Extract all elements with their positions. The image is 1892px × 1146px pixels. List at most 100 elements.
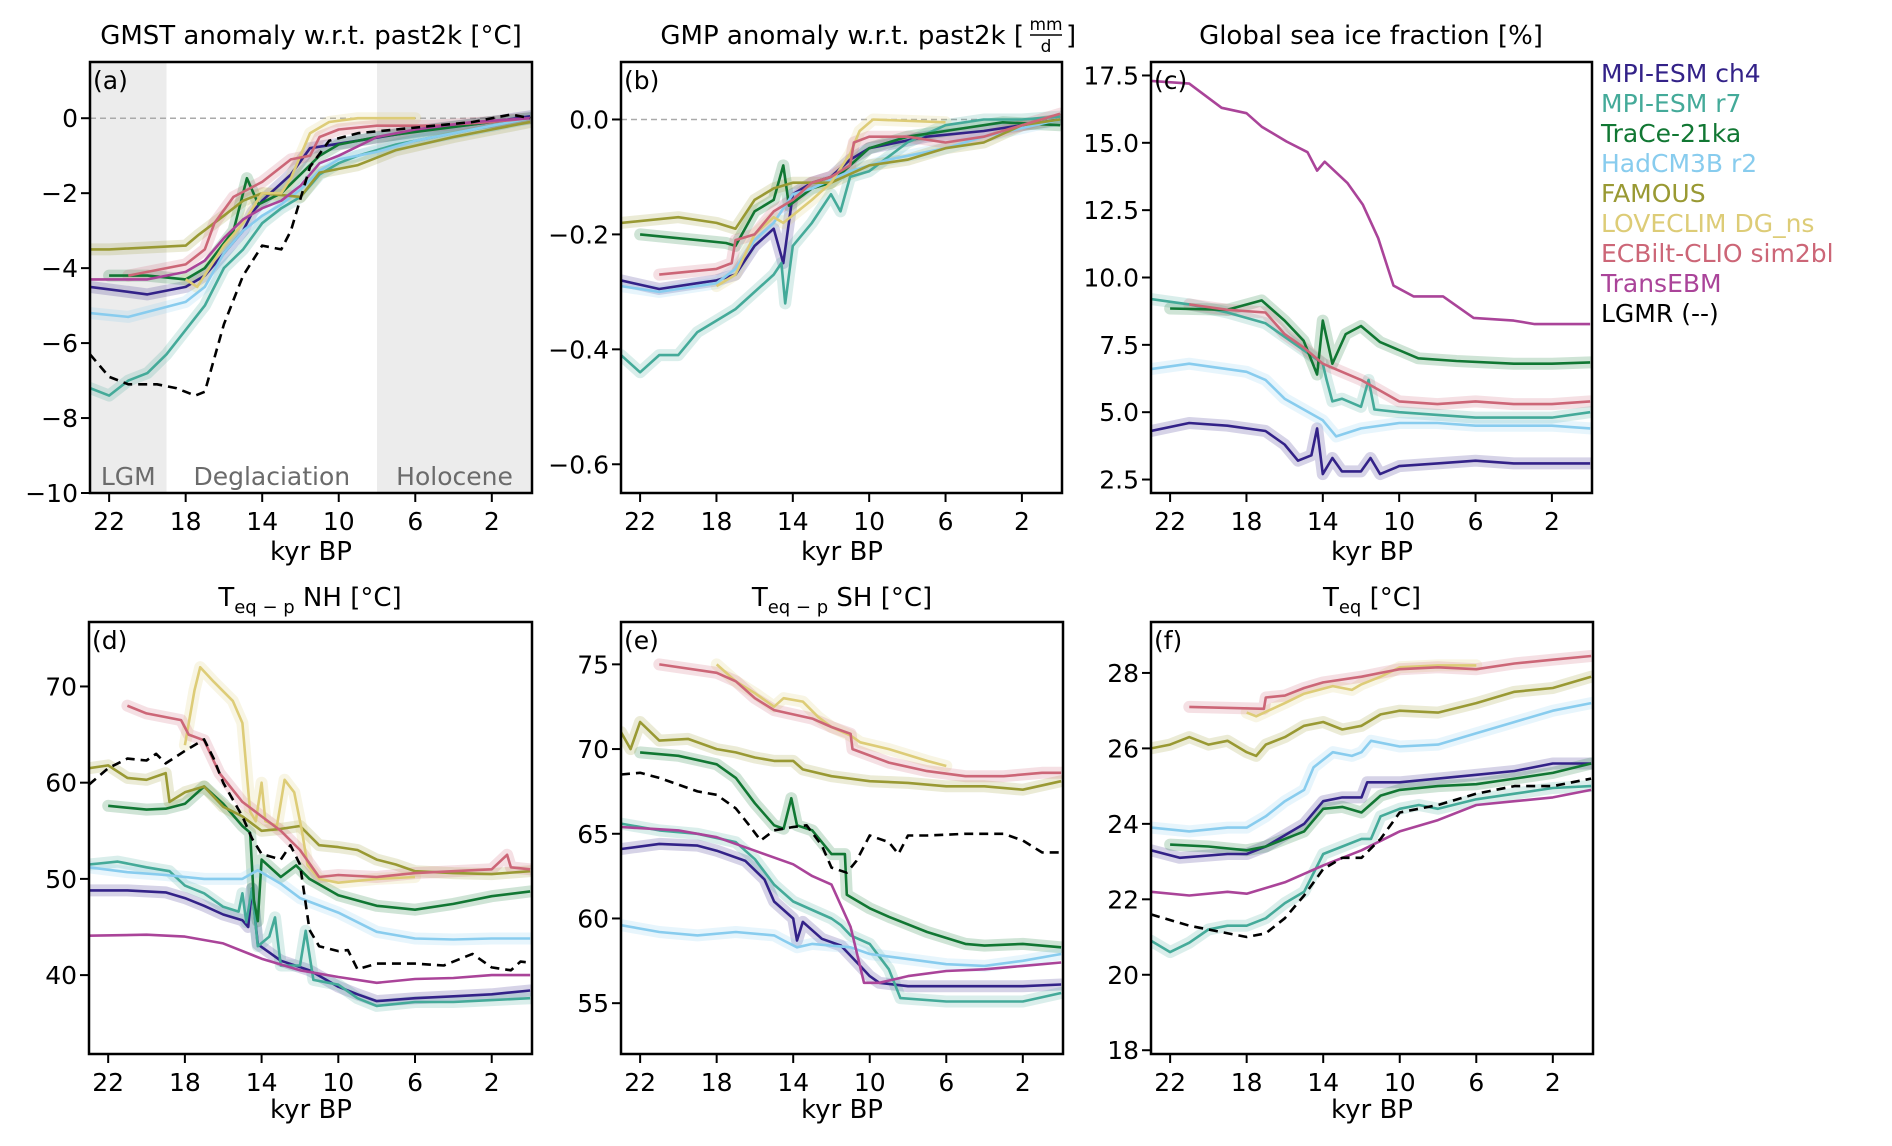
legend: MPI-ESM ch4 MPI-ESM r7 TraCe-21ka HadCM3… xyxy=(1600,59,1834,328)
x-tick-label: 22 xyxy=(624,1068,656,1097)
title-rest: SH [°C] xyxy=(828,583,932,613)
panel-f-title: Teq [°C] xyxy=(1322,583,1421,618)
panel-d-title: Teq − p NH [°C] xyxy=(217,583,401,618)
x-tick-label: 10 xyxy=(322,1068,354,1097)
x-tick-label: 14 xyxy=(246,507,278,536)
y-tick-label: 17.5 xyxy=(1083,61,1139,90)
panel-c-xlabel: kyr BP xyxy=(1331,537,1413,567)
panel-e: (e) 22 18 14 10 6 2 55 60 65 70 75 xyxy=(577,620,1065,1097)
x-tick-label: 2 xyxy=(484,507,500,536)
panel-label: (a) xyxy=(93,66,128,95)
x-tick-label: 18 xyxy=(169,1068,201,1097)
panel-label: (f) xyxy=(1154,626,1182,655)
legend-item-transebm: TransEBM xyxy=(1600,269,1722,298)
series-line-trace-21ka xyxy=(639,121,1061,248)
title-main: T xyxy=(1322,583,1339,613)
x-tick-label: 2 xyxy=(1544,507,1560,536)
x-tick-label: 6 xyxy=(1468,507,1484,536)
plot-frame xyxy=(619,60,1064,495)
series-line-hadcm3b-r2 xyxy=(89,866,531,941)
y-tick-label: 28 xyxy=(1107,659,1139,688)
legend-item-loveclim: LOVECLIM DG_ns xyxy=(1601,209,1814,238)
x-tick-label: 14 xyxy=(246,1068,278,1097)
x-tick-label: 22 xyxy=(1154,1068,1186,1097)
series-line-transebm xyxy=(1151,79,1591,326)
y-tick-label: 2.5 xyxy=(1099,466,1139,495)
panel-b-title-text: GMP anomaly w.r.t. past2k [ xyxy=(660,21,1024,51)
y-tick-label: 15.0 xyxy=(1083,129,1139,158)
y-tick-label: −2 xyxy=(41,179,78,208)
y-tick-label: 50 xyxy=(45,865,77,894)
x-tick-label: 6 xyxy=(938,1068,954,1097)
x-tick-label: 18 xyxy=(1231,507,1263,536)
series-line-mpi-esm-r7 xyxy=(1151,297,1591,419)
x-tick-label: 14 xyxy=(1307,1068,1339,1097)
panel-b: (b) 22 18 14 10 6 2 0.0 −0.2 −0.4 −0.6 xyxy=(548,60,1064,536)
series-line-loveclim-dg-ns xyxy=(184,116,416,289)
panel-a-title: GMST anomaly w.r.t. past2k [°C] xyxy=(100,21,522,51)
plot-frame xyxy=(1149,620,1595,1056)
x-tick-label: 18 xyxy=(170,507,202,536)
series-line-mpi-esm-ch4 xyxy=(621,118,1061,291)
panel-c: (c) 22 18 14 10 6 2 2.5 5.0 7.5 10.0 12.5 15.0 17.5 xyxy=(1083,60,1594,536)
title-subscript: eq − p xyxy=(768,597,828,618)
panel-f: (f) 22 18 14 10 6 2 18 20 22 24 26 28 xyxy=(1107,620,1595,1097)
title-main: T xyxy=(751,583,768,613)
plot-area xyxy=(621,658,1063,1008)
series-line-mpi-esm-ch4 xyxy=(621,842,1062,988)
y-tick-label: −0.6 xyxy=(548,450,609,479)
x-tick-label: 22 xyxy=(624,507,656,536)
title-subscript: eq − p xyxy=(234,597,294,618)
panel-b-title-unit-denominator: d xyxy=(1041,37,1052,57)
plot-frame xyxy=(87,620,534,1056)
series-line-ecbilt-clio-sim2bl xyxy=(126,704,531,879)
panel-c-title: Global sea ice fraction [%] xyxy=(1199,21,1543,51)
plot-frame xyxy=(619,620,1065,1056)
x-tick-label: 6 xyxy=(938,507,954,536)
x-tick-label: 10 xyxy=(1384,1068,1416,1097)
x-tick-label: 2 xyxy=(484,1068,500,1097)
y-tick-label: 60 xyxy=(577,904,609,933)
series-line-famous xyxy=(89,764,531,876)
y-tick-label: 70 xyxy=(45,672,77,701)
series-line-loveclim-dg-ns xyxy=(715,118,946,288)
x-tick-label: 22 xyxy=(93,507,125,536)
series-line-lgmr xyxy=(621,771,1062,875)
x-tick-label: 14 xyxy=(777,507,809,536)
plot-frame xyxy=(88,60,534,495)
y-tick-label: −4 xyxy=(41,254,78,283)
x-tick-label: 22 xyxy=(1154,507,1186,536)
panel-f-xlabel: kyr BP xyxy=(1331,1095,1413,1125)
panel-d-xlabel: kyr BP xyxy=(270,1095,352,1125)
y-tick-label: 24 xyxy=(1107,810,1139,839)
x-tick-label: 18 xyxy=(1231,1068,1263,1097)
series-line-trace-21ka xyxy=(1170,762,1592,852)
y-tick-label: −0.2 xyxy=(548,220,609,249)
legend-item-lgmr: LGMR (--) xyxy=(1601,299,1719,328)
panel-label: (b) xyxy=(624,66,659,95)
series-line-hadcm3b-r2 xyxy=(621,923,1062,968)
region-label-lgm: LGM xyxy=(101,462,156,491)
y-tick-label: 7.5 xyxy=(1099,331,1139,360)
y-tick-label: 5.0 xyxy=(1099,398,1139,427)
x-tick-label: 10 xyxy=(853,507,885,536)
series-line-ecbilt-clio-sim2bl xyxy=(659,663,1062,778)
y-tick-label: 26 xyxy=(1107,734,1139,763)
series-band-ecbilt-clio-sim2bl xyxy=(653,107,1062,281)
series-line-ecbilt-clio-sim2bl xyxy=(128,116,531,277)
x-tick-label: 2 xyxy=(1014,507,1030,536)
series-line-ecbilt-clio-sim2bl xyxy=(1189,654,1592,711)
series-line-transebm xyxy=(1151,788,1592,897)
series-band-ecbilt-clio-sim2bl xyxy=(1183,650,1593,715)
x-tick-label: 14 xyxy=(777,1068,809,1097)
x-tick-label: 10 xyxy=(1383,507,1415,536)
panel-label: (c) xyxy=(1154,66,1187,95)
series-line-lgmr xyxy=(1151,777,1592,939)
y-tick-label: 10.0 xyxy=(1083,264,1139,293)
panel-a: LGM Deglaciation Holocene (a) 22 18 14 10 6 2 0 −2 −… xyxy=(25,60,534,536)
series-line-transebm xyxy=(89,933,531,985)
x-tick-label: 2 xyxy=(1545,1068,1561,1097)
panel-d: (d) 22 18 14 10 6 2 40 50 60 70 xyxy=(45,620,534,1097)
series-line-trace-21ka xyxy=(1170,299,1591,376)
